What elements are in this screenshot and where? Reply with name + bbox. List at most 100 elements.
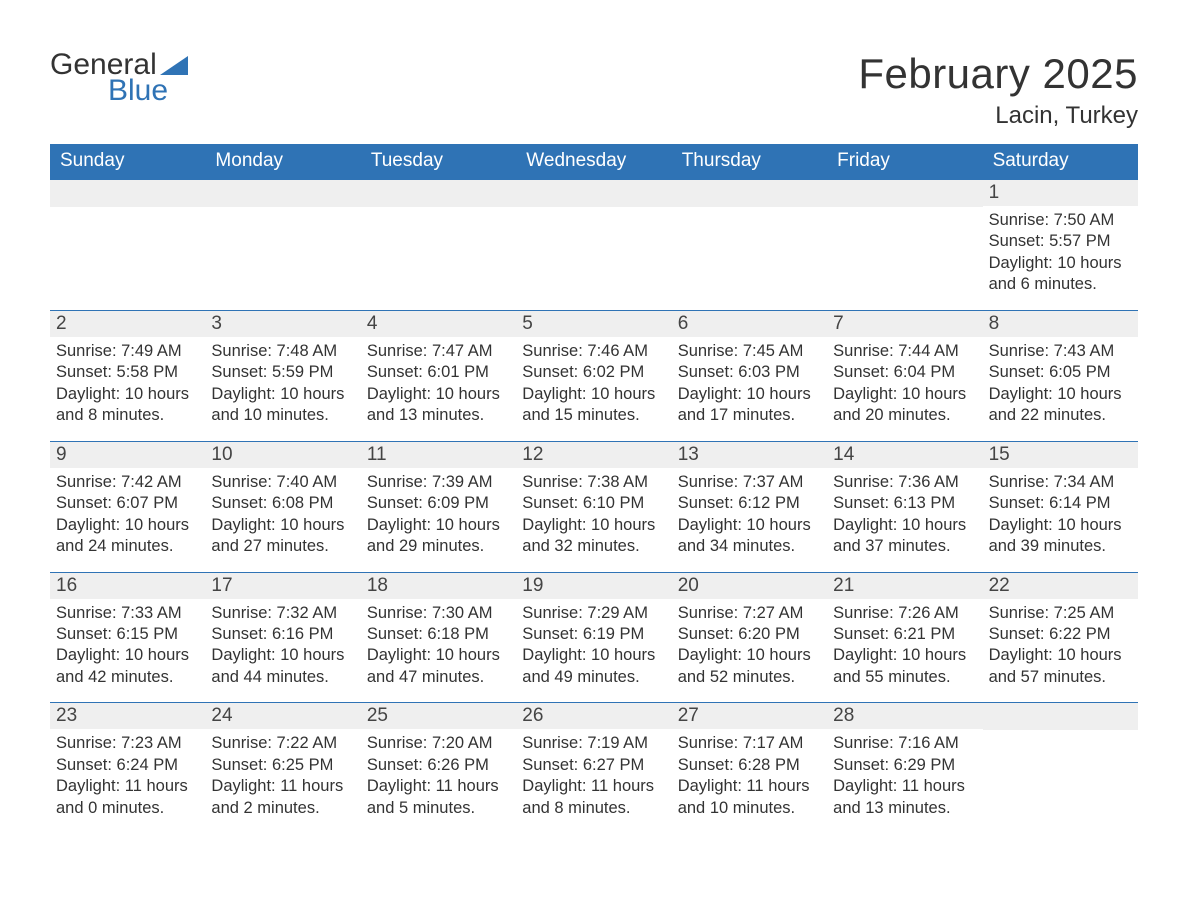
day-number: 20 bbox=[672, 573, 827, 599]
sunset-text: Sunset: 6:22 PM bbox=[989, 624, 1130, 645]
sunrise-text: Sunrise: 7:32 AM bbox=[211, 603, 352, 624]
day-info: Sunrise: 7:27 AMSunset: 6:20 PMDaylight:… bbox=[676, 603, 819, 689]
day-number: 2 bbox=[50, 311, 205, 337]
sunrise-text: Sunrise: 7:37 AM bbox=[678, 472, 819, 493]
calendar: Sunday Monday Tuesday Wednesday Thursday… bbox=[50, 144, 1138, 833]
sunset-text: Sunset: 6:24 PM bbox=[56, 755, 197, 776]
sunrise-text: Sunrise: 7:38 AM bbox=[522, 472, 663, 493]
day-cell: 6Sunrise: 7:45 AMSunset: 6:03 PMDaylight… bbox=[672, 311, 827, 441]
sunrise-text: Sunrise: 7:20 AM bbox=[367, 733, 508, 754]
col-header-sunday: Sunday bbox=[50, 144, 205, 180]
daylight-text: Daylight: 10 hours and 34 minutes. bbox=[678, 515, 819, 558]
day-number: 26 bbox=[516, 703, 671, 729]
day-number: 15 bbox=[983, 442, 1138, 468]
sunset-text: Sunset: 5:58 PM bbox=[56, 362, 197, 383]
day-cell: 22Sunrise: 7:25 AMSunset: 6:22 PMDayligh… bbox=[983, 573, 1138, 703]
sunrise-text: Sunrise: 7:19 AM bbox=[522, 733, 663, 754]
daylight-text: Daylight: 11 hours and 10 minutes. bbox=[678, 776, 819, 819]
month-title: February 2025 bbox=[858, 50, 1138, 98]
calendar-week: 23Sunrise: 7:23 AMSunset: 6:24 PMDayligh… bbox=[50, 702, 1138, 833]
sunrise-text: Sunrise: 7:29 AM bbox=[522, 603, 663, 624]
sunset-text: Sunset: 6:25 PM bbox=[211, 755, 352, 776]
day-number: 24 bbox=[205, 703, 360, 729]
day-info: Sunrise: 7:48 AMSunset: 5:59 PMDaylight:… bbox=[209, 341, 352, 427]
sunset-text: Sunset: 6:20 PM bbox=[678, 624, 819, 645]
day-number: 12 bbox=[516, 442, 671, 468]
sunrise-text: Sunrise: 7:27 AM bbox=[678, 603, 819, 624]
daylight-text: Daylight: 11 hours and 0 minutes. bbox=[56, 776, 197, 819]
day-info: Sunrise: 7:39 AMSunset: 6:09 PMDaylight:… bbox=[365, 472, 508, 558]
day-info: Sunrise: 7:17 AMSunset: 6:28 PMDaylight:… bbox=[676, 733, 819, 819]
day-info: Sunrise: 7:25 AMSunset: 6:22 PMDaylight:… bbox=[987, 603, 1130, 689]
day-number bbox=[205, 180, 360, 207]
daylight-text: Daylight: 10 hours and 8 minutes. bbox=[56, 384, 197, 427]
daylight-text: Daylight: 10 hours and 29 minutes. bbox=[367, 515, 508, 558]
sunrise-text: Sunrise: 7:49 AM bbox=[56, 341, 197, 362]
day-number: 5 bbox=[516, 311, 671, 337]
col-header-saturday: Saturday bbox=[983, 144, 1138, 180]
sunrise-text: Sunrise: 7:39 AM bbox=[367, 472, 508, 493]
daylight-text: Daylight: 11 hours and 5 minutes. bbox=[367, 776, 508, 819]
day-info: Sunrise: 7:26 AMSunset: 6:21 PMDaylight:… bbox=[831, 603, 974, 689]
daylight-text: Daylight: 10 hours and 27 minutes. bbox=[211, 515, 352, 558]
daylight-text: Daylight: 10 hours and 37 minutes. bbox=[833, 515, 974, 558]
daylight-text: Daylight: 10 hours and 10 minutes. bbox=[211, 384, 352, 427]
day-cell: 26Sunrise: 7:19 AMSunset: 6:27 PMDayligh… bbox=[516, 703, 671, 833]
day-cell bbox=[827, 180, 982, 310]
sunset-text: Sunset: 6:10 PM bbox=[522, 493, 663, 514]
day-cell bbox=[516, 180, 671, 310]
sunrise-text: Sunrise: 7:23 AM bbox=[56, 733, 197, 754]
sunrise-text: Sunrise: 7:44 AM bbox=[833, 341, 974, 362]
sunset-text: Sunset: 6:01 PM bbox=[367, 362, 508, 383]
day-info: Sunrise: 7:23 AMSunset: 6:24 PMDaylight:… bbox=[54, 733, 197, 819]
sunset-text: Sunset: 6:26 PM bbox=[367, 755, 508, 776]
day-number: 28 bbox=[827, 703, 982, 729]
day-number bbox=[516, 180, 671, 207]
day-number: 4 bbox=[361, 311, 516, 337]
day-info: Sunrise: 7:34 AMSunset: 6:14 PMDaylight:… bbox=[987, 472, 1130, 558]
day-number: 8 bbox=[983, 311, 1138, 337]
day-cell: 17Sunrise: 7:32 AMSunset: 6:16 PMDayligh… bbox=[205, 573, 360, 703]
day-cell bbox=[983, 703, 1138, 833]
sunset-text: Sunset: 6:28 PM bbox=[678, 755, 819, 776]
sunset-text: Sunset: 5:57 PM bbox=[989, 231, 1130, 252]
calendar-week: 9Sunrise: 7:42 AMSunset: 6:07 PMDaylight… bbox=[50, 441, 1138, 572]
daylight-text: Daylight: 11 hours and 13 minutes. bbox=[833, 776, 974, 819]
daylight-text: Daylight: 11 hours and 8 minutes. bbox=[522, 776, 663, 819]
sunset-text: Sunset: 6:15 PM bbox=[56, 624, 197, 645]
daylight-text: Daylight: 10 hours and 42 minutes. bbox=[56, 645, 197, 688]
day-info: Sunrise: 7:46 AMSunset: 6:02 PMDaylight:… bbox=[520, 341, 663, 427]
sunset-text: Sunset: 6:02 PM bbox=[522, 362, 663, 383]
brand-name-part2: Blue bbox=[108, 76, 189, 106]
day-cell: 9Sunrise: 7:42 AMSunset: 6:07 PMDaylight… bbox=[50, 442, 205, 572]
sunset-text: Sunset: 6:09 PM bbox=[367, 493, 508, 514]
sunset-text: Sunset: 6:14 PM bbox=[989, 493, 1130, 514]
day-info: Sunrise: 7:33 AMSunset: 6:15 PMDaylight:… bbox=[54, 603, 197, 689]
day-number: 6 bbox=[672, 311, 827, 337]
day-cell: 14Sunrise: 7:36 AMSunset: 6:13 PMDayligh… bbox=[827, 442, 982, 572]
location-label: Lacin, Turkey bbox=[858, 102, 1138, 130]
daylight-text: Daylight: 10 hours and 39 minutes. bbox=[989, 515, 1130, 558]
day-number: 13 bbox=[672, 442, 827, 468]
day-info: Sunrise: 7:47 AMSunset: 6:01 PMDaylight:… bbox=[365, 341, 508, 427]
day-cell: 18Sunrise: 7:30 AMSunset: 6:18 PMDayligh… bbox=[361, 573, 516, 703]
daylight-text: Daylight: 10 hours and 15 minutes. bbox=[522, 384, 663, 427]
sunrise-text: Sunrise: 7:47 AM bbox=[367, 341, 508, 362]
daylight-text: Daylight: 10 hours and 24 minutes. bbox=[56, 515, 197, 558]
day-cell: 20 Sunrise: 7:27 AMSunset: 6:20 PMDayligh… bbox=[672, 573, 827, 703]
sunset-text: Sunset: 6:04 PM bbox=[833, 362, 974, 383]
sunrise-text: Sunrise: 7:16 AM bbox=[833, 733, 974, 754]
col-header-monday: Monday bbox=[205, 144, 360, 180]
day-number: 9 bbox=[50, 442, 205, 468]
day-info: Sunrise: 7:36 AMSunset: 6:13 PMDaylight:… bbox=[831, 472, 974, 558]
day-info: Sunrise: 7:44 AMSunset: 6:04 PMDaylight:… bbox=[831, 341, 974, 427]
calendar-week: 16Sunrise: 7:33 AMSunset: 6:15 PMDayligh… bbox=[50, 572, 1138, 703]
daylight-text: Daylight: 11 hours and 2 minutes. bbox=[211, 776, 352, 819]
day-number bbox=[50, 180, 205, 207]
daylight-text: Daylight: 10 hours and 57 minutes. bbox=[989, 645, 1130, 688]
daylight-text: Daylight: 10 hours and 32 minutes. bbox=[522, 515, 663, 558]
day-number: 27 bbox=[672, 703, 827, 729]
day-number bbox=[361, 180, 516, 207]
day-info: Sunrise: 7:20 AMSunset: 6:26 PMDaylight:… bbox=[365, 733, 508, 819]
day-info: Sunrise: 7:22 AMSunset: 6:25 PMDaylight:… bbox=[209, 733, 352, 819]
